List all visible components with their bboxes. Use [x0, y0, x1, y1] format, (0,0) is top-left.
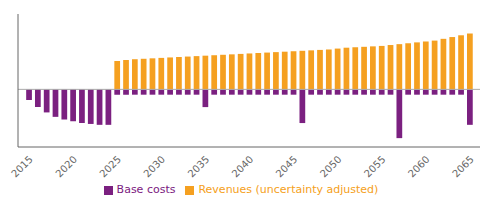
svg-text:2030: 2030	[141, 154, 167, 180]
svg-text:2040: 2040	[230, 154, 256, 180]
svg-text:2060: 2060	[406, 154, 432, 180]
svg-text:2065: 2065	[450, 154, 476, 180]
svg-text:2045: 2045	[274, 154, 300, 180]
svg-text:2055: 2055	[362, 154, 388, 180]
html-text:Base costs: Base costs	[116, 183, 176, 196]
svg-text:2050: 2050	[318, 154, 344, 180]
svg-text:2015: 2015	[9, 154, 35, 180]
html-text:Revenues (uncertainty adjusted: Revenues (uncertainty adjusted)	[198, 183, 379, 196]
svg-text:2035: 2035	[186, 154, 212, 180]
svg-text:2020: 2020	[53, 154, 79, 180]
svg-text:2025: 2025	[97, 154, 123, 180]
